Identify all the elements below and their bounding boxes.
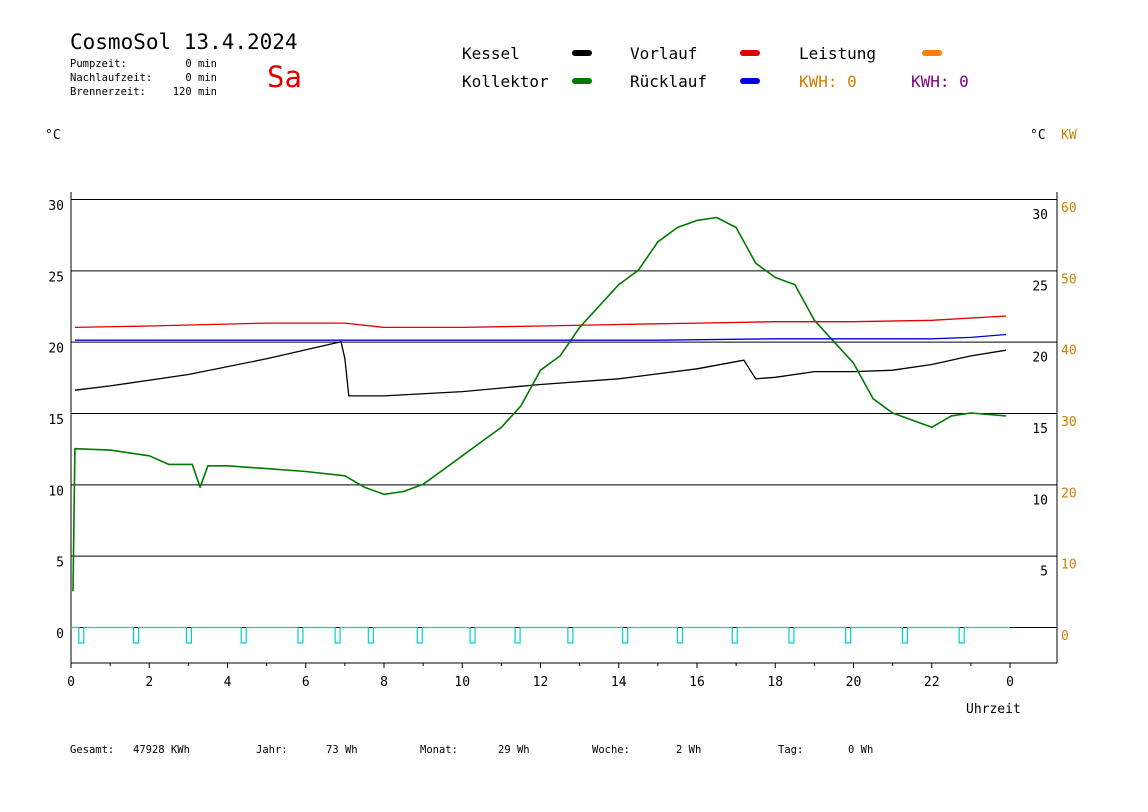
- x-tick-label: 16: [689, 675, 705, 690]
- y-tick-label-right-celsius: 15: [1032, 422, 1048, 437]
- y-tick-label-right-kw: 60: [1061, 201, 1077, 216]
- y-tick-label-left: 25: [48, 270, 64, 285]
- legend-kwh-orange: KWH: 0: [799, 72, 857, 91]
- y-tick-label-left: 20: [48, 342, 64, 357]
- series-line-kessel: [74, 341, 1007, 397]
- series-line-kollektor: [72, 216, 1007, 592]
- y-tick-label-left: 15: [48, 413, 64, 428]
- legend-vorlauf: Vorlauf: [630, 44, 698, 63]
- y-tick-label-right-kw: 40: [1061, 344, 1077, 359]
- x-axis-label: Uhrzeit: [966, 702, 1021, 717]
- legend-ruecklauf-swatch: [740, 78, 760, 84]
- series-line-rcklauf: [74, 333, 1007, 341]
- y-tick-label-right-kw: 50: [1061, 272, 1077, 287]
- pumpzeit-label: Pumpzeit:: [70, 58, 127, 70]
- y-tick-label-right-celsius: 30: [1032, 208, 1048, 223]
- right-axis-unit-kw: KW: [1061, 128, 1077, 143]
- legend-kessel-swatch: [572, 50, 592, 56]
- y-tick-label-right-kw: 30: [1061, 415, 1077, 430]
- y-tick-label-right-celsius: 25: [1032, 279, 1048, 294]
- footer-jahr-value: 73 Wh: [326, 744, 358, 756]
- legend-leistung: Leistung: [799, 44, 877, 63]
- right-axis-unit: °C: [1030, 128, 1046, 143]
- brennerzeit-label: Brennerzeit:: [70, 86, 146, 98]
- x-tick-label: 0: [1006, 675, 1014, 690]
- x-tick-label: 4: [224, 675, 232, 690]
- x-tick-label: 10: [454, 675, 470, 690]
- y-tick-label-left: 30: [48, 199, 64, 214]
- footer-gesamt-value: 47928 KWh: [133, 744, 190, 756]
- y-tick-label-right-celsius: 5: [1040, 565, 1048, 580]
- x-tick-label: 0: [67, 675, 75, 690]
- legend-leistung-swatch: [922, 50, 942, 56]
- legend-vorlauf-swatch: [740, 50, 760, 56]
- footer-monat-label: Monat:: [420, 744, 458, 756]
- legend-kollektor: Kollektor: [462, 72, 549, 91]
- y-tick-label-left: 10: [48, 484, 64, 499]
- left-axis-unit: °C: [45, 128, 61, 143]
- weekday-label: Sa: [267, 60, 302, 94]
- x-tick-label: 20: [846, 675, 862, 690]
- x-tick-label: 8: [380, 675, 388, 690]
- footer-tag-value: 0 Wh: [848, 744, 874, 756]
- y-tick-label-right-kw: 10: [1061, 558, 1077, 573]
- footer-woche-label: Woche:: [592, 744, 630, 756]
- nachlaufzeit-label: Nachlaufzeit:: [70, 72, 153, 84]
- x-tick-label: 2: [145, 675, 153, 690]
- x-tick-label: 22: [924, 675, 940, 690]
- legend-ruecklauf: Rücklauf: [630, 72, 708, 91]
- y-tick-label-right-kw: 20: [1061, 486, 1077, 501]
- y-tick-label-left: 5: [56, 556, 64, 571]
- footer-tag-label: Tag:: [778, 744, 804, 756]
- footer-gesamt-label: Gesamt:: [70, 744, 115, 756]
- series-line-vorlauf: [74, 315, 1007, 329]
- x-tick-label: 12: [533, 675, 549, 690]
- pump-status-line: [71, 626, 1010, 644]
- legend-kwh-purple: KWH: 0: [911, 72, 969, 91]
- pumpzeit-value: 0 min: [185, 58, 217, 70]
- legend-kessel: Kessel: [462, 44, 520, 63]
- x-tick-label: 6: [302, 675, 310, 690]
- footer-woche-value: 2 Wh: [676, 744, 702, 756]
- y-tick-label-right-celsius: 10: [1032, 493, 1048, 508]
- footer-monat-value: 29 Wh: [498, 744, 530, 756]
- legend-kollektor-swatch: [572, 78, 592, 84]
- brennerzeit-value: 120 min: [172, 86, 217, 98]
- x-tick-label: 14: [611, 675, 627, 690]
- chart-title: CosmoSol 13.4.2024: [70, 30, 298, 54]
- x-tick-label: 18: [767, 675, 783, 690]
- y-tick-label-right-celsius: 20: [1032, 351, 1048, 366]
- y-tick-label-left: 0: [56, 627, 64, 642]
- nachlaufzeit-value: 0 min: [185, 72, 217, 84]
- y-tick-label-right-kw: 0: [1061, 629, 1069, 644]
- footer-jahr-label: Jahr:: [256, 744, 288, 756]
